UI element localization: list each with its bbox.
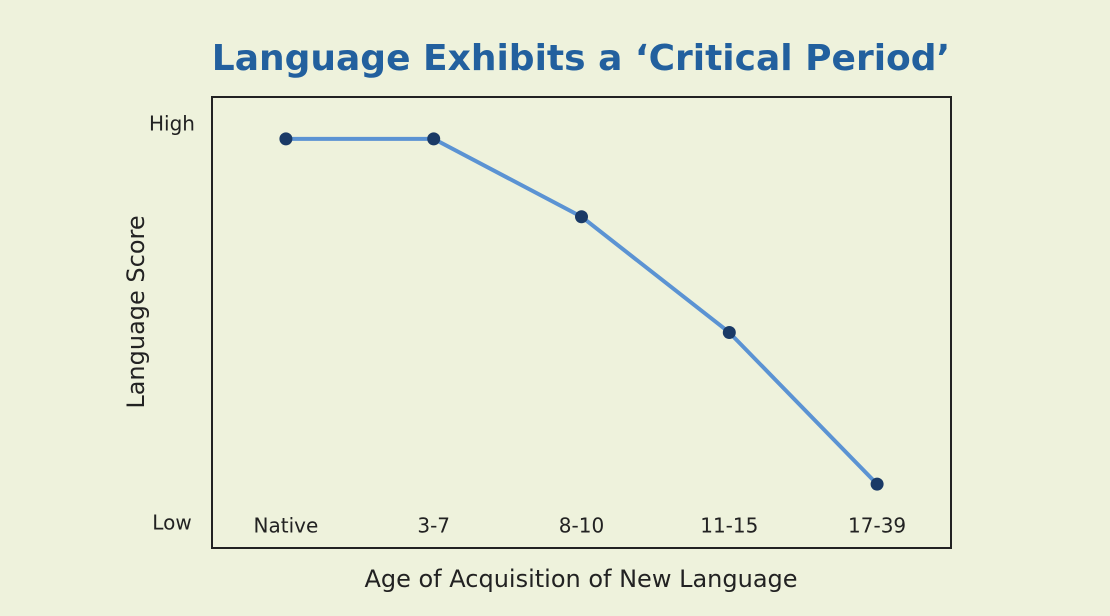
plot-frame — [211, 96, 952, 549]
x-tick-label: Native — [254, 514, 319, 538]
x-tick-label: 8-10 — [559, 514, 604, 538]
data-point — [427, 132, 441, 146]
chart-title: Language Exhibits a ‘Critical Period’ — [212, 38, 950, 79]
x-tick-label: 17-39 — [848, 514, 906, 538]
x-axis-label: Age of Acquisition of New Language — [364, 565, 797, 593]
data-point — [575, 210, 588, 224]
data-point — [870, 477, 884, 491]
y-tick-label: Low — [152, 511, 191, 535]
data-point — [722, 325, 736, 339]
data-point — [279, 132, 293, 146]
y-axis-label: Language Score — [122, 215, 150, 408]
y-tick-label: High — [149, 111, 195, 135]
x-tick-label: 3-7 — [417, 514, 450, 538]
x-tick-label: 11-15 — [700, 514, 758, 538]
